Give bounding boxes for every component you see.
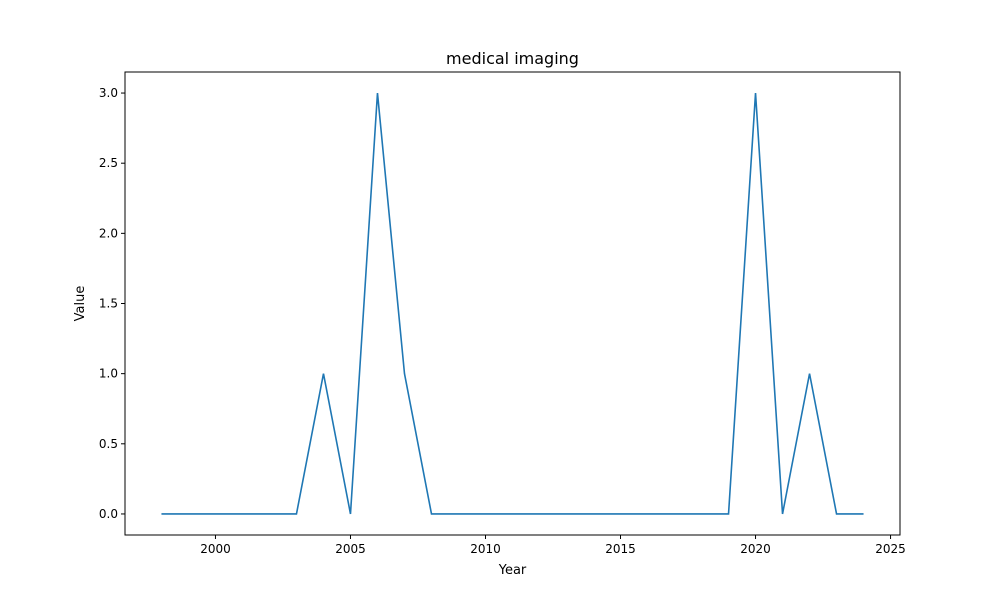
y-tick-label: 1.5 — [99, 297, 118, 311]
y-axis-label: Value — [73, 286, 88, 322]
chart-title: medical imaging — [446, 49, 579, 68]
series-line — [161, 92, 864, 515]
y-tick-label: 2.0 — [99, 226, 118, 240]
y-tick-label: 0.0 — [99, 507, 118, 521]
x-tick-label: 2020 — [740, 542, 771, 556]
x-axis: 2000 2005 2010 2015 2020 2025 — [200, 535, 906, 556]
y-tick-label: 2.5 — [99, 156, 118, 170]
x-tick-label: 2015 — [605, 542, 636, 556]
x-tick-label: 2005 — [335, 542, 366, 556]
plot-area — [161, 92, 864, 515]
y-tick-label: 0.5 — [99, 437, 118, 451]
x-tick-label: 2010 — [470, 542, 501, 556]
x-tick-label: 2000 — [200, 542, 231, 556]
y-tick-label: 1.0 — [99, 367, 118, 381]
plot-frame — [124, 71, 901, 536]
y-tick-label: 3.0 — [99, 86, 118, 100]
x-tick-label: 2025 — [875, 542, 906, 556]
x-axis-label: Year — [498, 563, 527, 578]
y-axis: 0.0 0.5 1.0 1.5 2.0 2.5 3.0 — [99, 86, 125, 521]
